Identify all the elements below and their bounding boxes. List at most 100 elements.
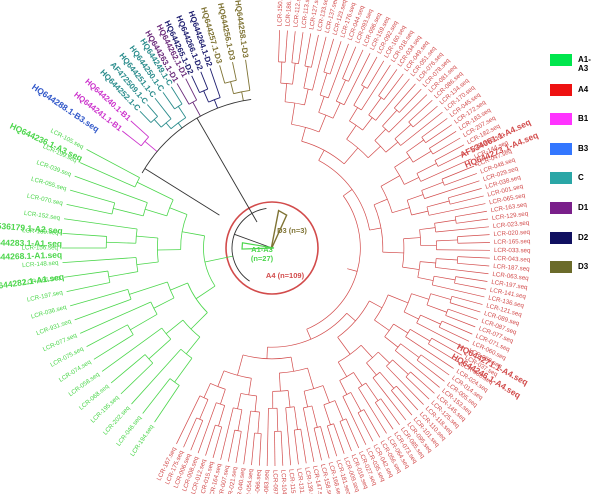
a4-branch-leaf-branch xyxy=(345,418,360,449)
a1a3-branch-branch xyxy=(195,285,216,300)
reference-label-a1a3: HQ644268.1-A1.seq xyxy=(0,250,62,263)
a1a3-branch-leaf-branch xyxy=(93,334,134,360)
a4-branch-branch xyxy=(218,405,225,427)
a4-branch-branch xyxy=(350,392,362,412)
a4-branch-arc xyxy=(445,308,449,316)
a4-branch-branch xyxy=(237,409,243,431)
a4-branch-arc xyxy=(279,367,308,374)
a4-branch-branch xyxy=(426,200,450,208)
a4-branch-leaf-branch xyxy=(436,249,490,251)
a4-branch-arc xyxy=(272,390,289,392)
a4-branch-arc xyxy=(373,204,384,253)
clade-c-branch-leaf-branch xyxy=(147,104,158,117)
clade-d3-branch-branch xyxy=(230,81,234,94)
a1a3-branch-arc xyxy=(107,271,111,283)
a4-branch-leaf-branch xyxy=(391,390,413,416)
a4-branch-branch xyxy=(406,139,424,153)
backbone-arc xyxy=(141,99,252,174)
a1a3-branch-leaf-branch xyxy=(62,232,107,237)
a1a3-branch-leaf-branch xyxy=(79,301,151,334)
a1a3-branch-leaf-branch xyxy=(131,348,182,405)
a4-branch-leaf-branch xyxy=(451,295,483,305)
a4-branch-leaf-branch xyxy=(251,433,255,466)
clade-label-a1a3: A1-A3 xyxy=(251,245,273,254)
d3-triangle xyxy=(270,209,288,251)
leaf-label-a4: LCR-043.seq xyxy=(494,255,531,264)
legend-item: A1-A3 xyxy=(548,54,600,84)
leaf-label-a4: LCR-083.seq xyxy=(263,469,271,494)
a4-branch-branch xyxy=(394,124,412,139)
a4-branch-leaf-branch xyxy=(454,282,487,290)
a4-branch-branch xyxy=(248,378,252,395)
leaf-label-a4: LCR-115.seq xyxy=(287,469,297,494)
legend-swatch xyxy=(550,142,572,155)
a1a3-branch-leaf-branch xyxy=(142,378,171,414)
clade-c-branch-leaf-branch xyxy=(139,111,152,123)
a4-branch-branch xyxy=(436,239,458,242)
a4-branch-branch xyxy=(280,61,283,84)
reference-label-a1a3: HQ644283.1-A1.seq xyxy=(0,237,62,248)
a4-branch-branch xyxy=(394,156,411,168)
a4-branch-leaf-branch xyxy=(447,308,479,320)
a4-branch-branch xyxy=(332,102,341,119)
a4-branch-branch xyxy=(290,357,294,372)
leaf-label-a4: LCR-020.seq xyxy=(493,229,530,238)
a4-branch-leaf-branch xyxy=(457,234,490,237)
a4-branch-leaf-branch xyxy=(323,38,334,73)
clade-c-branch-arc xyxy=(150,116,158,123)
a4-branch-branch xyxy=(318,96,325,113)
a4-branch-branch xyxy=(404,177,420,185)
a4-branch-branch xyxy=(343,147,359,165)
a1a3-branch-branch xyxy=(136,261,159,265)
a4-branch-arc xyxy=(394,107,400,113)
a4-branch-branch xyxy=(353,372,363,386)
a1a3-branch-branch xyxy=(106,241,136,244)
clade-d3-branch-arc xyxy=(224,79,237,84)
a4-branch-arc xyxy=(291,62,299,64)
a4-branch-branch xyxy=(276,408,279,432)
legend-label: D1 xyxy=(578,202,589,212)
a1a3-branch-branch xyxy=(148,338,172,360)
a4-branch-arc xyxy=(384,323,394,337)
a4-branch-branch xyxy=(199,399,209,420)
a4-branch-branch xyxy=(387,294,409,304)
a4-branch-leaf-branch xyxy=(363,409,381,438)
legend-label: A1-A3 xyxy=(578,55,591,73)
a4-branch-leaf-branch xyxy=(327,43,349,98)
leaf-label-a1a3: LCR-148.seq xyxy=(22,260,59,270)
a4-branch-leaf-branch xyxy=(388,94,428,133)
clade-d3-branch-leaf-branch xyxy=(232,62,237,81)
a4-branch-leaf-branch xyxy=(425,124,453,143)
a4-branch-arc xyxy=(449,296,453,303)
a4-branch-leaf-branch xyxy=(444,173,477,186)
a4-branch-leaf-branch xyxy=(455,276,488,282)
a4-branch-leaf-branch xyxy=(455,210,487,218)
a4-branch-leaf-branch xyxy=(333,423,345,454)
a4-branch-leaf-branch xyxy=(380,398,400,425)
a4-branch-arc xyxy=(349,120,363,131)
a1a3-branch-leaf-branch xyxy=(101,327,163,372)
a4-branch-leaf-branch xyxy=(394,83,416,109)
legend-item: D1 xyxy=(548,201,600,232)
a4-branch-leaf-branch xyxy=(429,131,457,149)
a4-branch-leaf-branch xyxy=(348,49,364,82)
legend-swatch xyxy=(550,172,572,185)
a4-branch-leaf-branch xyxy=(212,426,223,458)
clade-d2-branch-arc xyxy=(208,97,221,103)
a1a3-branch-branch xyxy=(153,297,175,309)
leaf-label-a1a3: LCR-036.seq xyxy=(30,304,68,321)
leaf-label-a1a3: LCR-070.seq xyxy=(26,193,64,208)
a1a3-branch-branch xyxy=(137,181,174,201)
a4-branch-branch xyxy=(292,63,296,85)
a4-branch-branch xyxy=(337,361,348,377)
a4-branch-leaf-branch xyxy=(197,402,217,454)
a1a3-branch-leaf-branch xyxy=(62,257,137,264)
a4-branch-leaf-branch xyxy=(378,69,398,96)
a4-branch-branch xyxy=(433,275,456,281)
a1a3-branch-branch xyxy=(145,208,167,217)
leaf-label-a1a3: LCR-197.seq xyxy=(26,289,64,304)
leaf-label-a4: LCR-150.seq xyxy=(276,0,284,26)
a4-branch-branch xyxy=(237,354,244,376)
a4-branch-leaf-branch xyxy=(400,111,443,146)
a4-branch-arc xyxy=(216,402,225,406)
